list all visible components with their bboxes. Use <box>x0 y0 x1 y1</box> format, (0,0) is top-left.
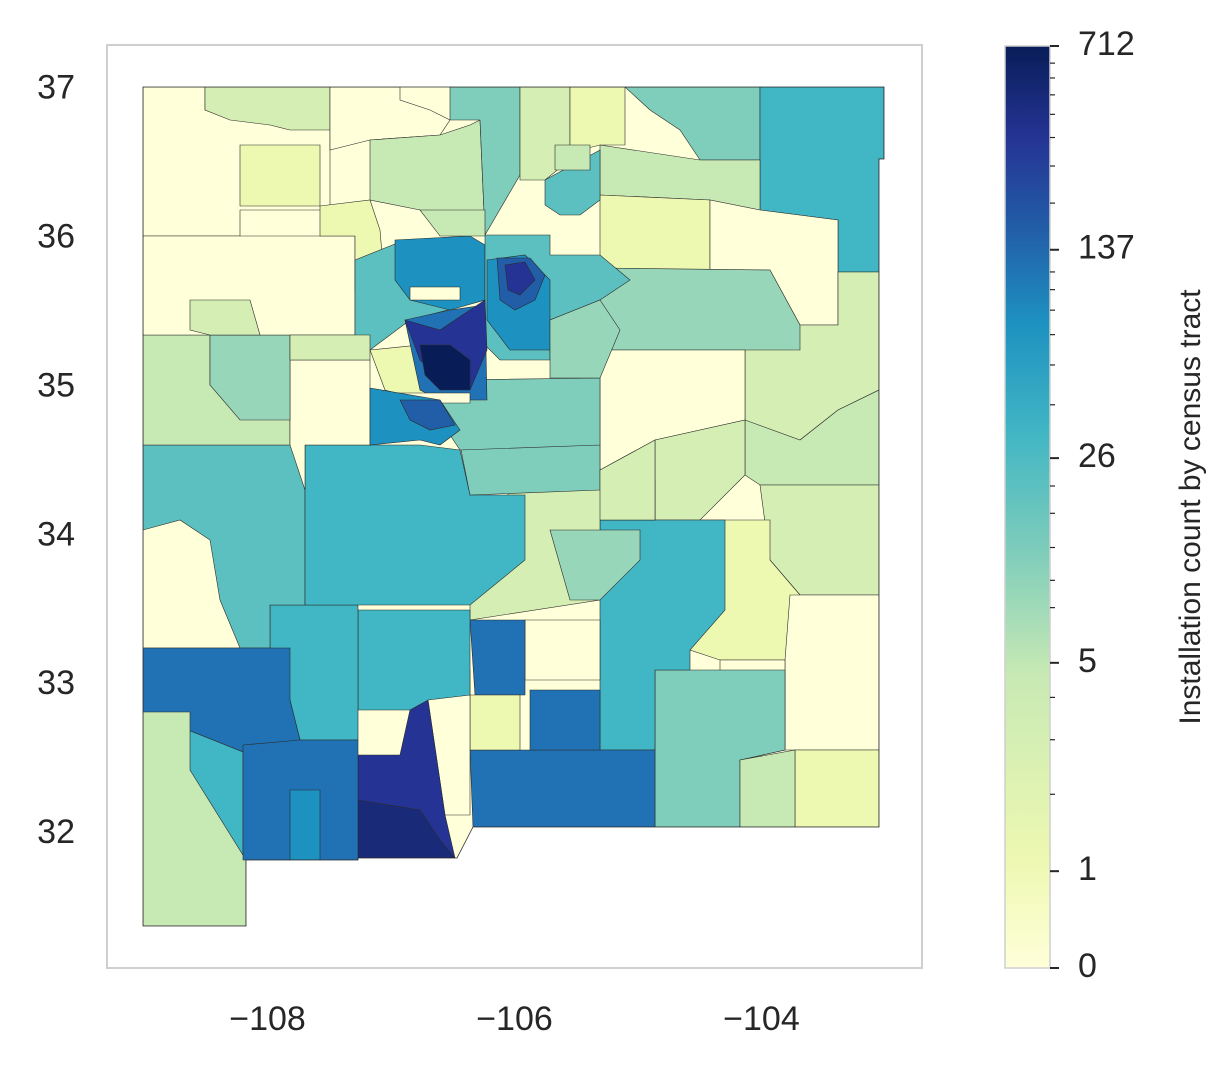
tract-taos-green <box>554 144 591 171</box>
colorbar-tick-label: 1 <box>1078 850 1097 888</box>
tract-nw-yellow-1 <box>239 144 321 207</box>
tract-south-yellow <box>469 694 521 751</box>
tract-sandoval-yellow <box>289 334 371 361</box>
x-tick-label: −106 <box>476 1000 553 1038</box>
tract-se-white <box>784 594 880 751</box>
tract-center-east-green-2 <box>599 439 656 521</box>
tract-torrance-mint <box>549 299 621 379</box>
tract-south-blue-big <box>469 749 656 828</box>
tract-sierra-blue <box>357 609 471 711</box>
y-tick-label: 32 <box>37 813 75 851</box>
tract-mckinley-green <box>189 299 261 336</box>
tract-luna-blue-2 <box>289 789 321 861</box>
colorbar-tick-label: 0 <box>1078 947 1097 985</box>
y-tick-label: 33 <box>37 664 75 702</box>
tract-se-green-2 <box>739 749 796 828</box>
x-tick-label: −104 <box>723 1000 800 1038</box>
x-tick-label: −108 <box>229 1000 306 1038</box>
y-tick-label: 36 <box>37 218 75 256</box>
map-axes-frame <box>106 44 923 969</box>
tract-socorro-blue <box>304 444 526 606</box>
colorbar: 712 137 26 5 1 0 Installation count by census… <box>1004 25 1207 985</box>
y-tick-label: 34 <box>37 515 75 553</box>
colorbar-label: Installation count by census tract <box>1174 289 1207 725</box>
colorbar-tick-label: 26 <box>1078 437 1116 475</box>
census-tract-regions <box>143 87 884 926</box>
y-tick-label: 37 <box>37 69 75 107</box>
colorbar-tick-label: 137 <box>1078 229 1135 267</box>
y-axis: 37 36 35 34 33 32 <box>37 69 75 851</box>
tract-se-yellow <box>794 749 880 828</box>
colorbar-minor-ticks <box>1050 62 1055 795</box>
tract-ne-yellow <box>599 194 711 271</box>
colorbar-ticks: 712 137 26 5 1 0 <box>1050 25 1135 985</box>
colorbar-gradient <box>1004 45 1051 969</box>
tract-south-blue-2 <box>529 689 601 751</box>
tract-lincoln-mint <box>549 529 641 601</box>
tract-santafe-navy <box>504 261 536 296</box>
y-tick-label: 35 <box>37 366 75 404</box>
tract-south-white <box>524 619 601 681</box>
tract-abq-navy <box>419 344 471 391</box>
state-border <box>142 86 885 927</box>
tract-valencia-darkblue <box>399 399 456 431</box>
tract-north-white-2 <box>409 286 461 301</box>
colorbar-tick-label: 712 <box>1078 25 1135 63</box>
tract-catron-white <box>143 519 241 649</box>
tract-socorro-mint <box>459 444 601 496</box>
colorbar-tick-label: 5 <box>1078 642 1097 680</box>
x-axis: −108 −106 −104 <box>229 1000 800 1038</box>
tract-rio-arriba-green <box>419 209 486 237</box>
tract-otero-blue <box>469 619 526 696</box>
